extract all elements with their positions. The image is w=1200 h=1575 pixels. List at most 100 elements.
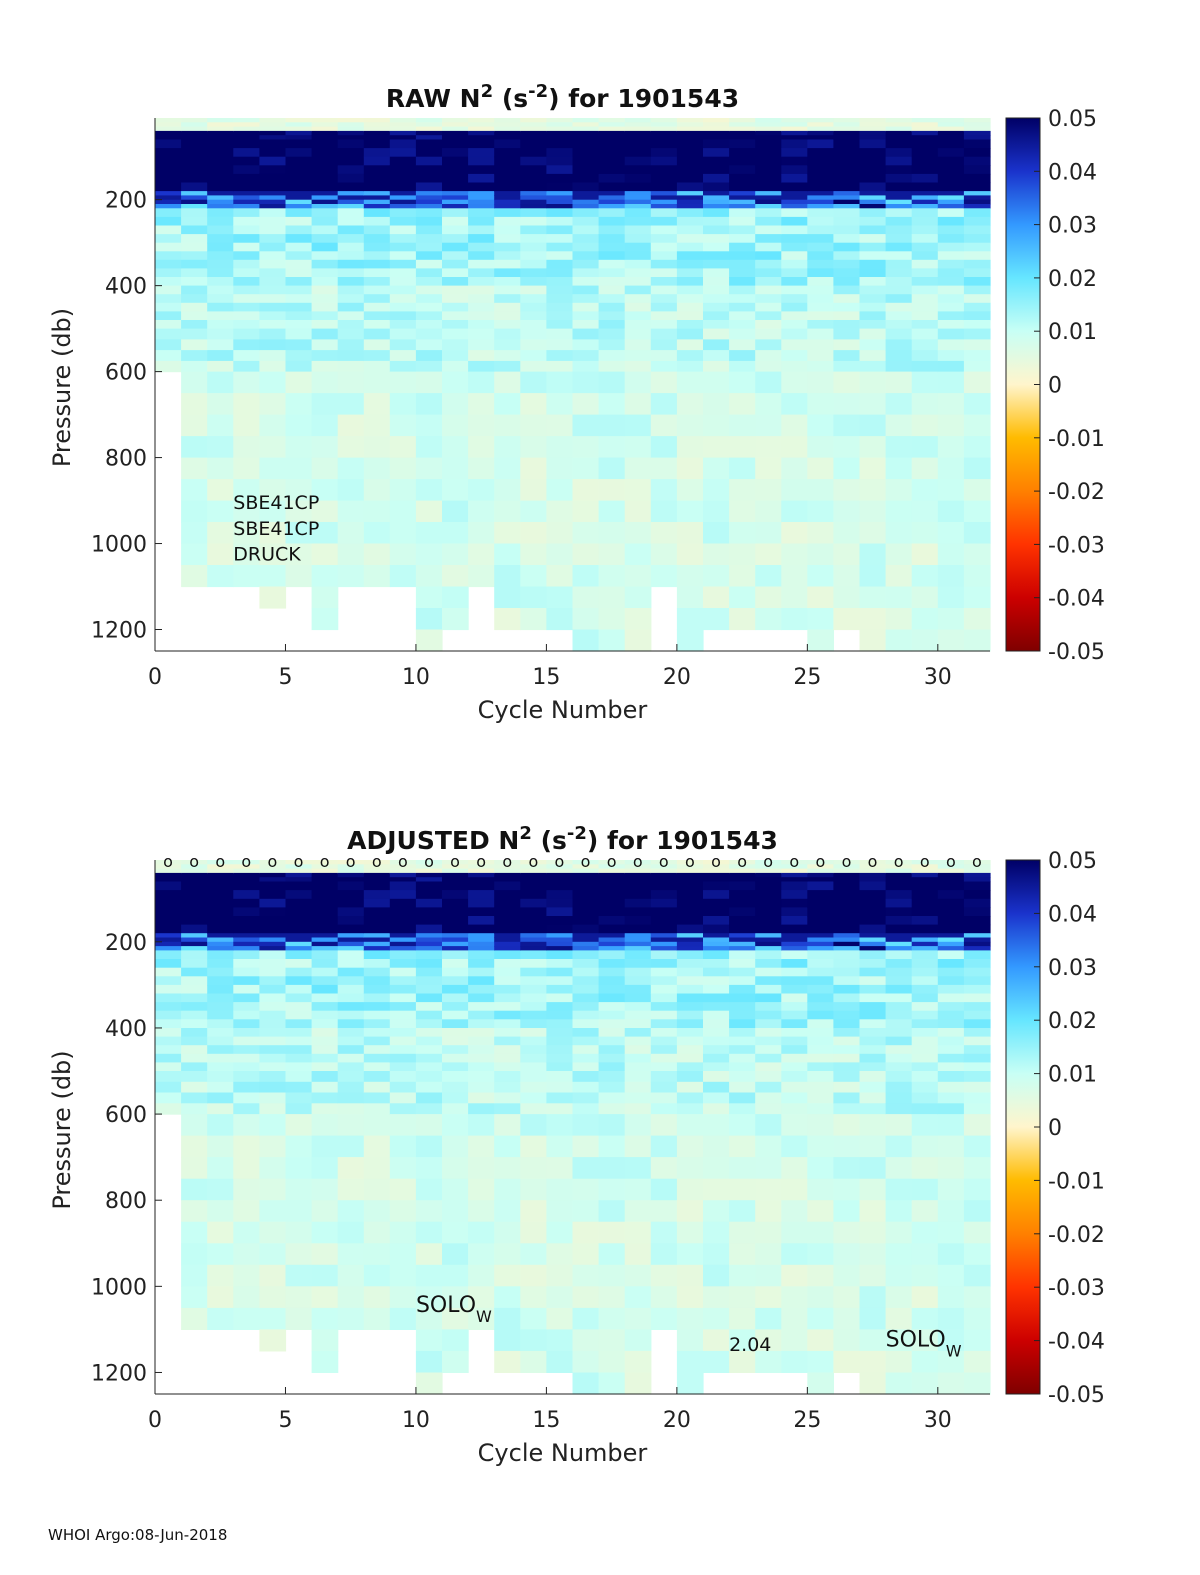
- heatmap-cell: [885, 1045, 913, 1055]
- heatmap-cell: [937, 191, 965, 196]
- heatmap-cell: [624, 1062, 652, 1072]
- heatmap-cell: [911, 339, 939, 351]
- heatmap-cell: [259, 959, 287, 969]
- heatmap-cell: [311, 173, 339, 184]
- heatmap-cell: [676, 1264, 704, 1287]
- heatmap-cell: [181, 872, 208, 878]
- heatmap-cell: [911, 937, 939, 943]
- heatmap-cell: [729, 993, 756, 1003]
- heatmap-cell: [963, 1264, 991, 1287]
- heatmap-cell: [207, 1243, 234, 1266]
- colorbar-tick-label: 0: [1048, 374, 1062, 399]
- heatmap-cell: [389, 565, 417, 588]
- heatmap-cell: [650, 967, 678, 977]
- heatmap-cell: [207, 916, 234, 926]
- heatmap-cell: [363, 251, 391, 261]
- heatmap-cell: [155, 907, 182, 917]
- heatmap-cell: [415, 199, 443, 205]
- heatmap-cell: [546, 436, 574, 459]
- heatmap-cell: [703, 1243, 730, 1266]
- heatmap-cell: [885, 135, 913, 141]
- heatmap-cell: [911, 182, 939, 192]
- heatmap-cell: [676, 165, 704, 175]
- heatmap-cell: [520, 937, 547, 943]
- heatmap-cell: [311, 868, 339, 874]
- heatmap-cell: [729, 294, 756, 304]
- heatmap-cell: [233, 1114, 260, 1137]
- heatmap-cell: [781, 371, 808, 394]
- annotation-label: SOLOW: [886, 1328, 962, 1361]
- heatmap-cell: [624, 1114, 652, 1137]
- heatmap-cell: [389, 350, 417, 362]
- heatmap-cell: [494, 350, 521, 362]
- heatmap-cell: [807, 500, 834, 523]
- heatmap-cell: [729, 225, 756, 235]
- heatmap-cell: [703, 916, 730, 926]
- heatmap-cell: [155, 1053, 182, 1063]
- heatmap-cell: [468, 259, 495, 269]
- heatmap-cell: [885, 1062, 913, 1072]
- heatmap-cell: [468, 924, 495, 934]
- heatmap-cell: [155, 328, 182, 340]
- heatmap-cell: [781, 1062, 808, 1072]
- heatmap-cell: [676, 1062, 704, 1072]
- heatmap-cell: [963, 993, 991, 1003]
- heatmap-cell: [703, 924, 730, 934]
- heatmap-cell: [285, 457, 313, 480]
- heatmap-cell: [937, 414, 965, 437]
- heatmap-cell: [624, 139, 652, 149]
- heatmap-cell: [442, 122, 469, 128]
- heatmap-cell: [233, 860, 260, 865]
- heatmap-cell: [233, 898, 260, 908]
- heatmap-cell: [285, 371, 313, 394]
- heatmap-cell: [963, 881, 991, 891]
- heatmap-cell: [833, 350, 861, 362]
- heatmap-cell: [155, 285, 182, 295]
- heatmap-cell: [520, 522, 547, 545]
- heatmap-cell: [650, 371, 678, 394]
- heatmap-cell: [598, 216, 626, 227]
- heatmap-cell: [624, 1264, 652, 1287]
- heatmap-cell: [285, 1286, 313, 1309]
- heatmap-cell: [389, 1286, 417, 1309]
- heatmap-cell: [442, 1264, 469, 1287]
- heatmap-cell: [442, 864, 469, 870]
- heatmap-cell: [389, 360, 417, 373]
- heatmap-cell: [337, 1092, 365, 1104]
- heatmap-cell: [415, 881, 443, 891]
- heatmap-cell: [415, 1264, 443, 1287]
- heatmap-cell: [833, 860, 861, 865]
- heatmap-cell: [755, 898, 782, 908]
- heatmap-cell: [363, 1045, 391, 1055]
- heatmap-cell: [781, 1053, 808, 1063]
- heatmap-cell: [859, 135, 887, 141]
- heatmap-cell: [755, 234, 782, 244]
- heatmap-cell: [859, 868, 887, 874]
- heatmap-cell: [807, 1114, 834, 1137]
- heatmap-cell: [781, 320, 808, 330]
- heatmap-cell: [859, 204, 887, 209]
- heatmap-cell: [598, 907, 626, 917]
- heatmap-cell: [729, 268, 756, 278]
- heatmap-cell: [572, 1329, 600, 1352]
- heatmap-cell: [650, 933, 678, 939]
- heatmap-cell: [337, 339, 365, 351]
- heatmap-cell: [755, 1071, 782, 1083]
- heatmap-cell: [520, 984, 547, 995]
- heatmap-cell: [676, 1221, 704, 1244]
- heatmap-cell: [624, 890, 652, 900]
- heatmap-cell: [598, 933, 626, 939]
- heatmap-cell: [233, 414, 260, 437]
- heatmap-cell: [650, 1157, 678, 1180]
- heatmap-cell: [155, 898, 182, 908]
- heatmap-cell: [363, 916, 391, 926]
- heatmap-cell: [233, 877, 260, 883]
- heatmap-cell: [755, 173, 782, 184]
- heatmap-cell: [703, 1200, 730, 1223]
- heatmap-cell: [598, 864, 626, 870]
- heatmap-cell: [937, 1103, 965, 1115]
- heatmap-cell: [311, 360, 339, 373]
- heatmap-cell: [389, 967, 417, 977]
- heatmap-cell: [337, 216, 365, 227]
- heatmap-cell: [624, 393, 652, 416]
